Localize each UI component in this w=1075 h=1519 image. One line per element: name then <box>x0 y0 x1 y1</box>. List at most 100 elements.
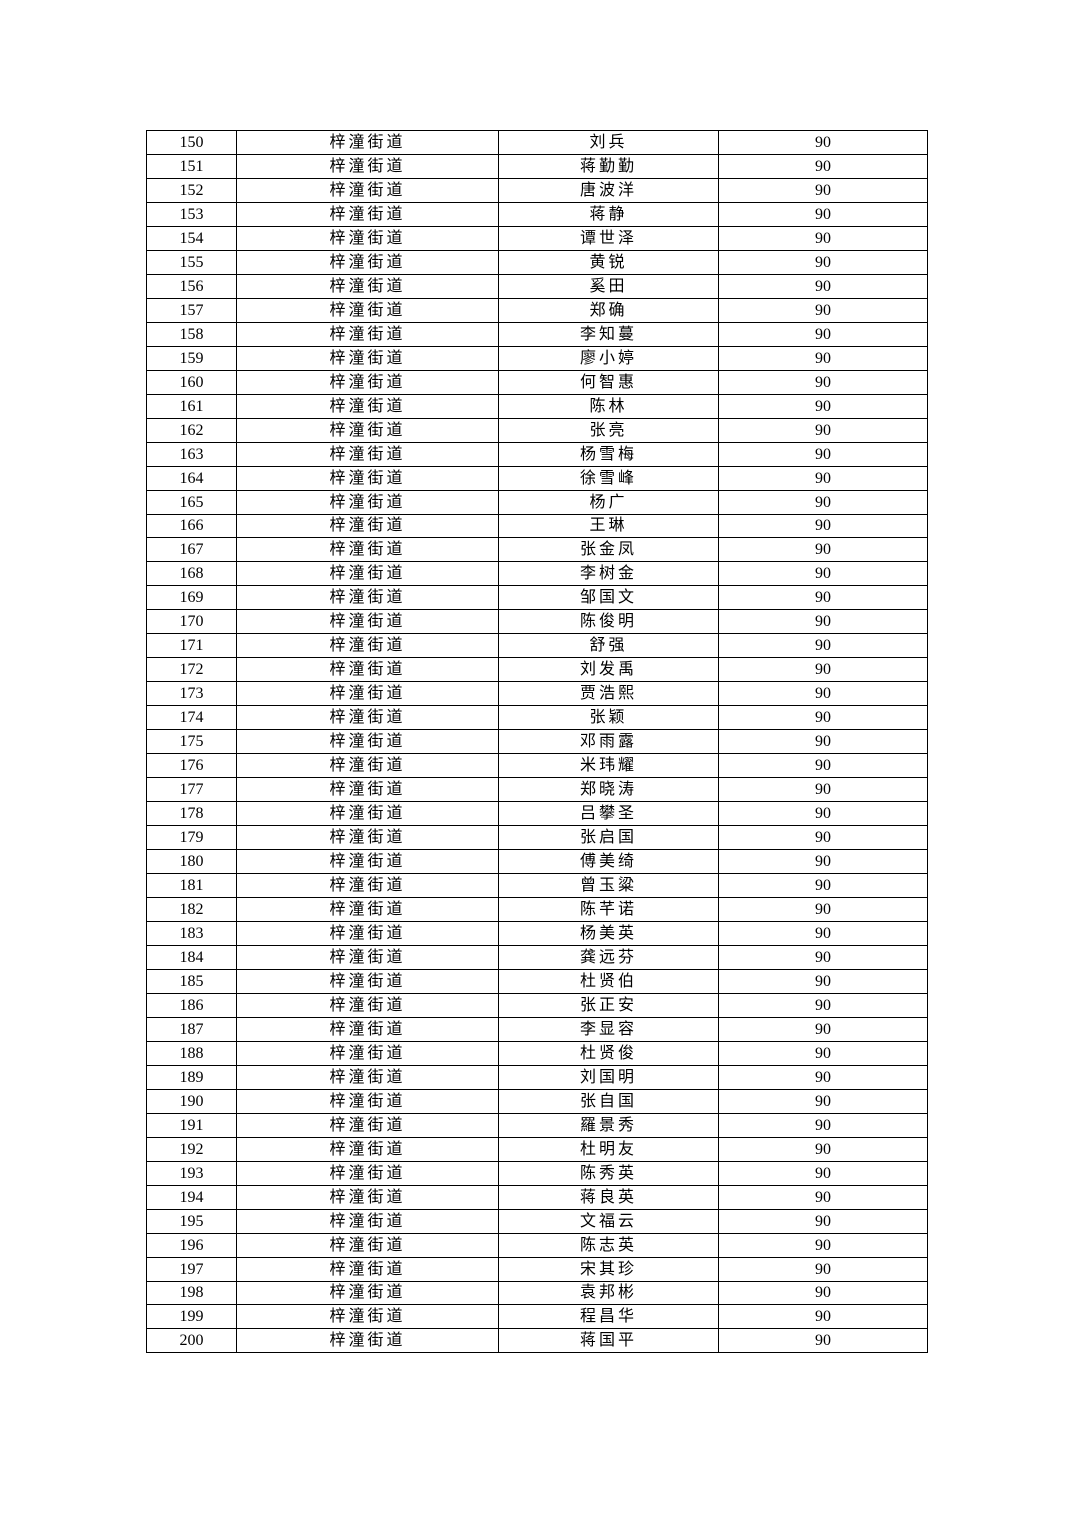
street-name-cell: 梓潼街道 <box>236 585 499 611</box>
row-number-cell: 195 <box>146 1208 237 1234</box>
table-row: 197 梓潼街道 宋其珍 90 <box>146 1256 928 1282</box>
street-name-cell: 梓潼街道 <box>236 1064 499 1090</box>
row-number-cell: 179 <box>146 825 237 851</box>
row-number-cell: 174 <box>146 705 237 731</box>
table-row: 195 梓潼街道 文福云 90 <box>146 1208 928 1234</box>
table-row: 166 梓潼街道 王琳 90 <box>146 513 928 539</box>
table-row: 196 梓潼街道 陈志英 90 <box>146 1232 928 1258</box>
table-row: 150 梓潼街道 刘兵 90 <box>146 130 928 155</box>
street-name-cell: 梓潼街道 <box>236 1208 499 1234</box>
row-number-cell: 191 <box>146 1112 237 1138</box>
row-number-cell: 183 <box>146 920 237 946</box>
person-name-cell: 陈俊明 <box>498 609 719 635</box>
row-number-cell: 156 <box>146 273 237 299</box>
row-number-cell: 199 <box>146 1304 237 1330</box>
row-number-cell: 161 <box>146 393 237 419</box>
score-cell: 90 <box>718 1328 928 1354</box>
street-name-cell: 梓潼街道 <box>236 393 499 419</box>
row-number-cell: 162 <box>146 417 237 443</box>
score-cell: 90 <box>718 177 928 203</box>
row-number-cell: 185 <box>146 968 237 994</box>
table-row: 179 梓潼街道 张启国 90 <box>146 825 928 851</box>
row-number-cell: 157 <box>146 297 237 323</box>
street-name-cell: 梓潼街道 <box>236 681 499 707</box>
person-name-cell: 袁邦彬 <box>498 1280 719 1306</box>
row-number-cell: 160 <box>146 369 237 395</box>
street-name-cell: 梓潼街道 <box>236 345 499 371</box>
street-name-cell: 梓潼街道 <box>236 1256 499 1282</box>
person-name-cell: 张亮 <box>498 417 719 443</box>
street-name-cell: 梓潼街道 <box>236 633 499 659</box>
score-cell: 90 <box>718 1304 928 1330</box>
person-name-cell: 刘兵 <box>498 130 719 155</box>
table-row: 189 梓潼街道 刘国明 90 <box>146 1064 928 1090</box>
person-name-cell: 王琳 <box>498 513 719 539</box>
street-name-cell: 梓潼街道 <box>236 1136 499 1162</box>
table-row: 192 梓潼街道 杜明友 90 <box>146 1136 928 1162</box>
street-name-cell: 梓潼街道 <box>236 1112 499 1138</box>
street-name-cell: 梓潼街道 <box>236 657 499 683</box>
person-name-cell: 张自国 <box>498 1088 719 1114</box>
score-cell: 90 <box>718 1016 928 1042</box>
person-name-cell: 杜明友 <box>498 1136 719 1162</box>
street-name-cell: 梓潼街道 <box>236 489 499 515</box>
score-cell: 90 <box>718 130 928 155</box>
row-number-cell: 182 <box>146 897 237 922</box>
person-name-cell: 蒋良英 <box>498 1184 719 1210</box>
row-number-cell: 168 <box>146 561 237 587</box>
street-name-cell: 梓潼街道 <box>236 968 499 994</box>
street-name-cell: 梓潼街道 <box>236 201 499 227</box>
table-row: 168 梓潼街道 李树金 90 <box>146 561 928 587</box>
row-number-cell: 163 <box>146 441 237 467</box>
table-row: 167 梓潼街道 张金凤 90 <box>146 537 928 563</box>
score-cell: 90 <box>718 465 928 491</box>
score-cell: 90 <box>718 201 928 227</box>
score-cell: 90 <box>718 1280 928 1306</box>
score-cell: 90 <box>718 441 928 467</box>
street-name-cell: 梓潼街道 <box>236 1016 499 1042</box>
street-name-cell: 梓潼街道 <box>236 1160 499 1186</box>
table-row: 194 梓潼街道 蒋良英 90 <box>146 1184 928 1210</box>
row-number-cell: 184 <box>146 944 237 970</box>
table-row: 173 梓潼街道 贾浩熙 90 <box>146 681 928 707</box>
person-name-cell: 唐波洋 <box>498 177 719 203</box>
table-row: 187 梓潼街道 李显容 90 <box>146 1016 928 1042</box>
street-name-cell: 梓潼街道 <box>236 465 499 491</box>
street-name-cell: 梓潼街道 <box>236 753 499 779</box>
person-name-cell: 文福云 <box>498 1208 719 1234</box>
score-cell: 90 <box>718 825 928 851</box>
street-name-cell: 梓潼街道 <box>236 225 499 251</box>
score-cell: 90 <box>718 225 928 251</box>
table-row: 157 梓潼街道 郑确 90 <box>146 297 928 323</box>
table-row: 199 梓潼街道 程昌华 90 <box>146 1304 928 1330</box>
table-row: 161 梓潼街道 陈林 90 <box>146 393 928 419</box>
score-cell: 90 <box>718 753 928 779</box>
street-name-cell: 梓潼街道 <box>236 920 499 946</box>
score-cell: 90 <box>718 1256 928 1282</box>
person-name-cell: 刘国明 <box>498 1064 719 1090</box>
row-number-cell: 178 <box>146 801 237 827</box>
person-name-cell: 郑确 <box>498 297 719 323</box>
street-name-cell: 梓潼街道 <box>236 537 499 563</box>
score-cell: 90 <box>718 297 928 323</box>
person-name-cell: 杨雪梅 <box>498 441 719 467</box>
table-row: 188 梓潼街道 杜贤俊 90 <box>146 1040 928 1066</box>
street-name-cell: 梓潼街道 <box>236 369 499 395</box>
score-cell: 90 <box>718 273 928 299</box>
street-name-cell: 梓潼街道 <box>236 321 499 347</box>
table-row: 193 梓潼街道 陈秀英 90 <box>146 1160 928 1186</box>
street-name-cell: 梓潼街道 <box>236 1304 499 1330</box>
table-row: 191 梓潼街道 羅景秀 90 <box>146 1112 928 1138</box>
street-name-cell: 梓潼街道 <box>236 1088 499 1114</box>
person-name-cell: 何智惠 <box>498 369 719 395</box>
score-cell: 90 <box>718 513 928 539</box>
person-name-cell: 杨广 <box>498 489 719 515</box>
table-row: 180 梓潼街道 傅美绮 90 <box>146 849 928 875</box>
person-name-cell: 刘发禹 <box>498 657 719 683</box>
street-name-cell: 梓潼街道 <box>236 944 499 970</box>
score-cell: 90 <box>718 897 928 922</box>
person-name-cell: 贾浩熙 <box>498 681 719 707</box>
row-number-cell: 177 <box>146 777 237 803</box>
row-number-cell: 196 <box>146 1232 237 1258</box>
person-name-cell: 李树金 <box>498 561 719 587</box>
